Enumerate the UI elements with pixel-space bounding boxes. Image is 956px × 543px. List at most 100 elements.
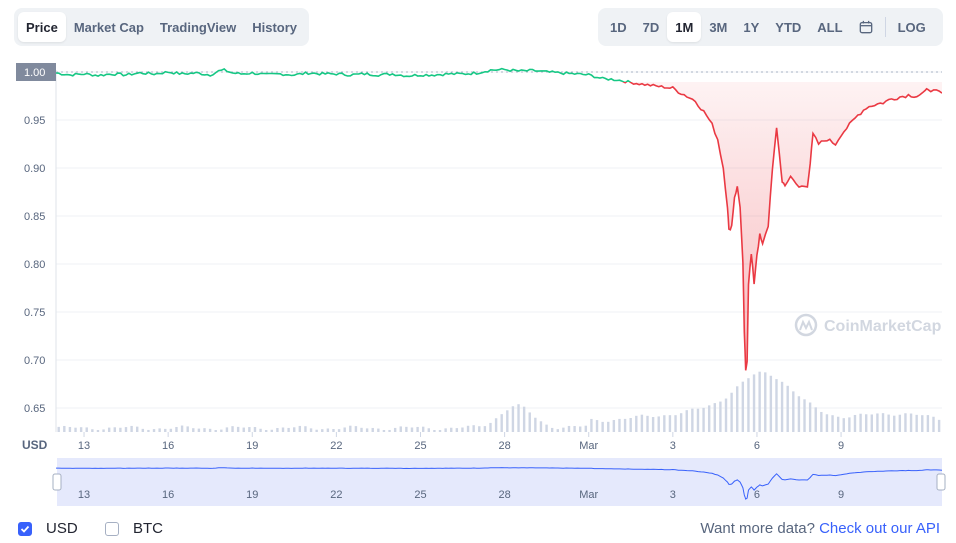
range-1d[interactable]: 1D	[610, 19, 627, 35]
volume-bar	[152, 429, 156, 432]
range-7d[interactable]: 7D	[642, 19, 660, 35]
volume-bar	[315, 429, 318, 432]
volume-bar	[410, 427, 414, 432]
volume-bars	[57, 371, 941, 432]
price-line-above-baseline	[56, 67, 632, 82]
volume-bar	[893, 415, 896, 432]
volume-bar	[399, 426, 402, 432]
api-link[interactable]: Check out our API	[819, 520, 940, 537]
btc-label: BTC	[133, 520, 163, 537]
volume-bar	[713, 403, 716, 432]
volume-bar	[287, 427, 290, 432]
navigator-left-handle[interactable]	[52, 473, 62, 491]
volume-bar	[74, 427, 77, 432]
volume-bar	[63, 425, 66, 432]
volume-bar	[635, 415, 638, 432]
volume-bar	[836, 416, 840, 432]
volume-bar	[483, 426, 487, 432]
volume-bar	[405, 426, 408, 432]
range-3m[interactable]: 3M	[709, 19, 728, 35]
tab-price[interactable]: Price	[18, 12, 66, 42]
volume-bar	[293, 427, 296, 432]
volume-bar	[797, 396, 801, 432]
divider	[884, 17, 886, 37]
volume-bar	[747, 378, 750, 432]
volume-bar	[831, 415, 834, 432]
volume-bar	[332, 429, 335, 432]
volume-bar	[674, 415, 677, 432]
currency-label: USD	[22, 438, 48, 452]
volume-bar	[102, 429, 105, 432]
volume-bar	[881, 413, 885, 432]
volume-bar	[775, 379, 778, 432]
nav-tick-label: 16	[162, 489, 174, 501]
usd-checkbox[interactable]	[18, 521, 32, 536]
volume-bar	[898, 414, 902, 432]
volume-bar	[365, 428, 369, 432]
volume-bar	[248, 427, 251, 432]
x-tick-label: 28	[498, 440, 510, 452]
x-tick-label: 13	[78, 440, 90, 452]
range-1y[interactable]: 1Y	[743, 19, 760, 35]
navigator-right-handle[interactable]	[936, 473, 946, 491]
volume-bar	[321, 429, 324, 432]
legend-btc[interactable]: BTC	[105, 520, 163, 537]
current-price-tag	[16, 63, 56, 81]
range-ytd[interactable]: YTD	[775, 19, 802, 35]
navigator[interactable]: 13 16 19 22 25 28 Mar 3 6 9	[52, 458, 946, 506]
nav-tick-label: 22	[330, 489, 342, 501]
api-text: Want more data?	[700, 520, 815, 537]
volume-bar	[926, 415, 930, 432]
volume-bar	[421, 426, 425, 432]
volume-bar	[859, 413, 862, 432]
volume-bar	[304, 426, 307, 432]
volume-bar	[758, 371, 761, 432]
tab-tradingview[interactable]: TradingView	[159, 19, 237, 35]
volume-bar	[276, 427, 279, 432]
volume-bar	[584, 425, 588, 432]
volume-bar	[79, 427, 83, 432]
y-tick-label: 0.65	[24, 403, 45, 415]
navigator-range[interactable]	[57, 458, 942, 506]
tab-history[interactable]: History	[252, 19, 298, 35]
volume-bar	[887, 414, 890, 432]
watermark-text: CoinMarketCap	[824, 318, 942, 335]
volume-bar	[388, 429, 391, 432]
volume-bar	[158, 428, 161, 432]
volume-bar	[343, 427, 346, 432]
calendar-icon[interactable]	[851, 12, 881, 42]
tab-market-cap[interactable]: Market Cap	[73, 19, 144, 35]
volume-bar	[147, 429, 150, 432]
x-tick-label: 6	[754, 440, 760, 452]
volume-bar	[57, 426, 60, 432]
volume-bar	[848, 417, 851, 432]
volume-bar	[259, 428, 262, 432]
volume-bar	[85, 427, 88, 432]
volume-bar	[786, 385, 789, 432]
nav-tick-label: 28	[498, 489, 510, 501]
log-scale-toggle[interactable]: LOG	[897, 19, 926, 35]
volume-bar	[864, 414, 868, 432]
volume-bar	[702, 407, 705, 432]
volume-bar	[646, 415, 649, 432]
legend-usd[interactable]: USD	[18, 520, 78, 537]
navigator-line	[56, 467, 943, 500]
chart-type-tabs: Price Market Cap TradingView History	[14, 8, 309, 46]
volume-bar	[371, 427, 374, 432]
volume-bar	[724, 398, 728, 432]
volume-bar	[618, 418, 621, 432]
btc-checkbox[interactable]	[105, 521, 119, 536]
volume-bar	[657, 416, 660, 432]
price-area-below	[623, 82, 942, 371]
volume-bar	[136, 426, 139, 432]
volume-bar	[590, 418, 593, 432]
volume-bar	[242, 427, 245, 432]
x-axis-labels: 13 16 19 22 25 28 Mar 3 6 9	[78, 432, 844, 452]
range-1m[interactable]: 1M	[667, 12, 702, 42]
range-all[interactable]: ALL	[817, 19, 843, 35]
volume-bar	[528, 412, 531, 432]
volume-bar	[438, 429, 442, 432]
price-chart[interactable]: 0.65 0.70 0.75 0.80 0.85 0.90 0.95 1.00 13 16 19 2…	[0, 0, 956, 510]
volume-bar	[113, 427, 116, 432]
volume-bar	[853, 414, 857, 432]
